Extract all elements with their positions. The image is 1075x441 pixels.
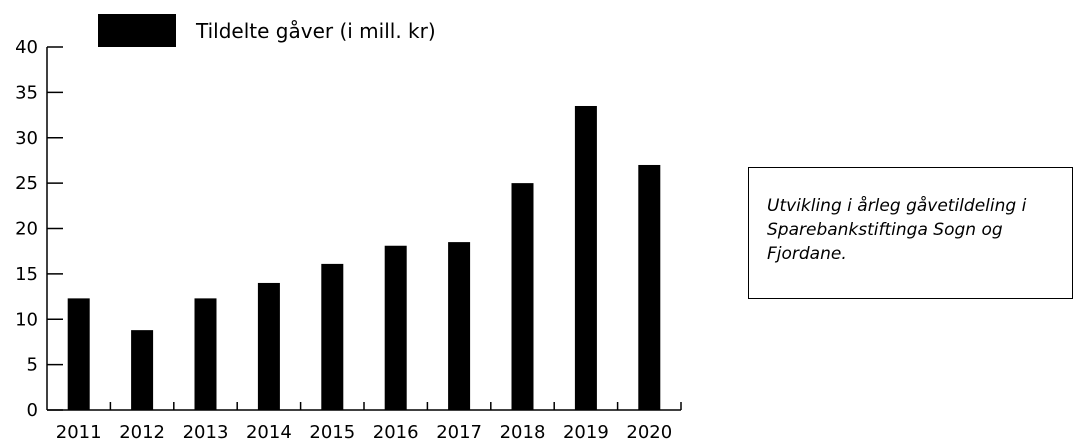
y-tick-label: 25 <box>15 173 38 194</box>
bars <box>67 105 661 411</box>
y-tick-label: 10 <box>15 309 38 330</box>
bar-2014 <box>257 282 280 410</box>
x-tick-label: 2012 <box>119 422 165 441</box>
caption-text: Utvikling i årleg gåvetildeling i Spareb… <box>767 196 1027 264</box>
x-tick-label: 2014 <box>246 422 292 441</box>
bar-chart: Tildelte gåver (i mill. kr) 0 5 10 15 20 25 30… <box>15 14 682 441</box>
bar-2013 <box>194 298 217 410</box>
legend-swatch <box>98 14 176 47</box>
y-tick-label: 30 <box>15 128 38 149</box>
x-tick-label: 2011 <box>56 422 102 441</box>
y-tick-label: 15 <box>15 264 38 285</box>
bar-2015 <box>321 263 344 410</box>
x-tick-label: 2015 <box>309 422 355 441</box>
bar-2020 <box>638 164 661 410</box>
caption-box: Utvikling i årleg gåvetildeling i Spareb… <box>748 167 1073 299</box>
y-tick-label: 40 <box>15 37 38 58</box>
y-tick-label: 35 <box>15 82 38 103</box>
x-tick-label: 2016 <box>373 422 419 441</box>
bar-2011 <box>67 298 90 410</box>
x-tick-label: 2018 <box>500 422 546 441</box>
x-tick-label: 2019 <box>563 422 609 441</box>
x-tick-label: 2020 <box>626 422 672 441</box>
y-tick-label: 5 <box>27 355 38 376</box>
legend: Tildelte gåver (i mill. kr) <box>98 14 436 47</box>
bar-2012 <box>131 330 154 410</box>
x-tick-label: 2017 <box>436 422 482 441</box>
legend-label: Tildelte gåver (i mill. kr) <box>195 19 436 43</box>
y-tick-label: 0 <box>27 400 38 421</box>
bar-2018 <box>511 183 534 410</box>
bar-2019 <box>574 105 597 411</box>
y-axis: 0 5 10 15 20 25 30 35 40 <box>15 37 63 421</box>
y-tick-label: 20 <box>15 219 38 240</box>
bar-2017 <box>448 242 471 410</box>
x-tick-label: 2013 <box>183 422 229 441</box>
bar-2016 <box>384 245 407 410</box>
